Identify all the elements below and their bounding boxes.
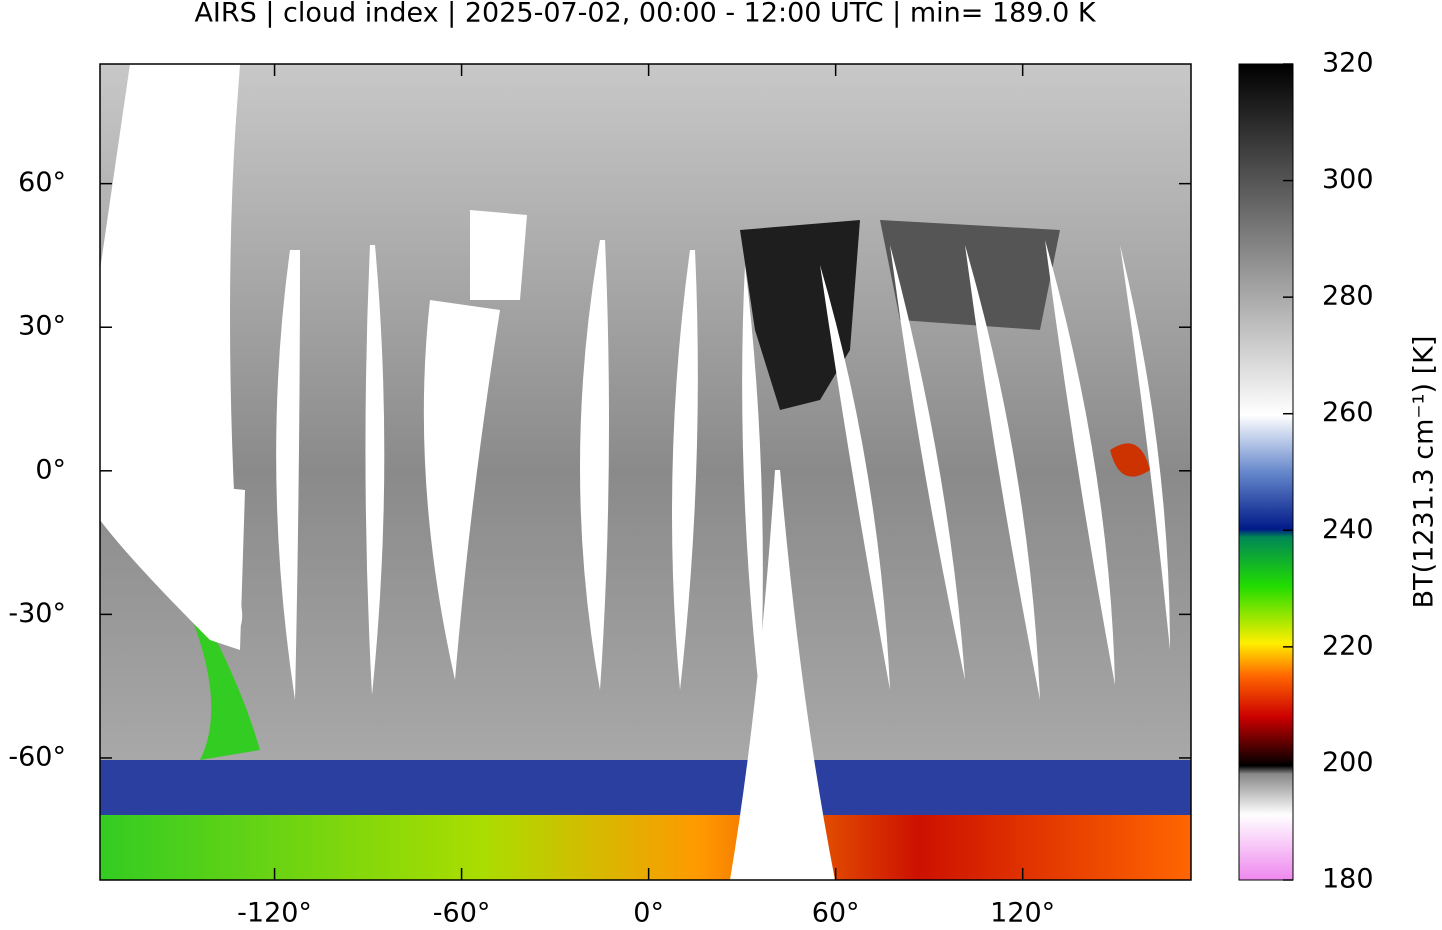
colorbar-tick-label: 240 [1322, 514, 1374, 545]
colorbar-tick-label: 180 [1322, 864, 1374, 895]
title: AIRS | cloud index | 2025-07-02, 00:00 -… [194, 0, 1096, 29]
y-tick-label: -30° [8, 598, 66, 629]
x-tick-label: -60° [433, 898, 491, 929]
colorbar-tick-label: 280 [1322, 281, 1374, 312]
map-frame [99, 63, 1192, 881]
y-tick-label: -60° [8, 741, 66, 772]
colorbar-label: BT(1231.3 cm⁻¹) [K] [1409, 336, 1440, 609]
y-tick-label: 60° [18, 167, 66, 198]
satellite-image [100, 64, 1191, 880]
colorbar-tick-label: 220 [1322, 630, 1374, 661]
colorbar-tick-label: 260 [1322, 397, 1374, 428]
x-tick-label: 0° [633, 898, 664, 929]
x-tick-label: 120° [990, 898, 1055, 929]
y-tick-label: 0° [35, 454, 66, 485]
colorbar-tick-label: 320 [1322, 48, 1374, 79]
x-tick-label: -120° [237, 898, 312, 929]
colorbar [1238, 63, 1294, 881]
colorbar-tick-label: 300 [1322, 164, 1374, 195]
colorbar-tick-label: 200 [1322, 747, 1374, 778]
x-tick-label: 60° [812, 898, 860, 929]
y-tick-label: 30° [18, 311, 66, 342]
